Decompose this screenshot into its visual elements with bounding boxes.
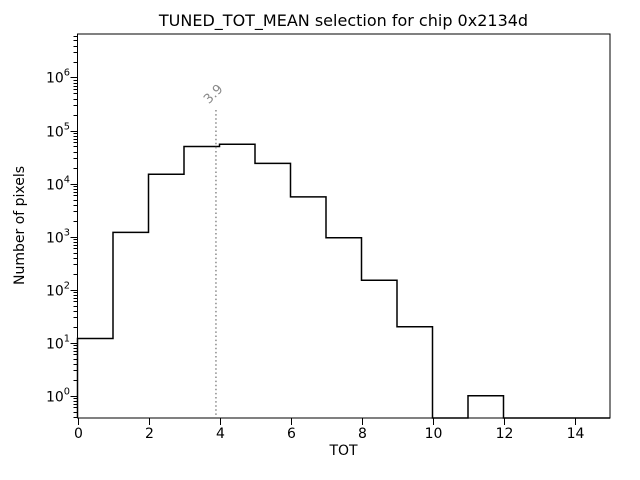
y-axis-label: Number of pixels — [12, 165, 28, 285]
y-tick-label: 102 — [46, 281, 70, 300]
y-tick-label: 100 — [46, 387, 70, 406]
x-tick-label: 12 — [496, 426, 514, 442]
histogram-line — [76, 143, 610, 419]
x-tick-label: 0 — [74, 426, 83, 442]
x-tick-label: 6 — [287, 426, 296, 442]
y-tick-label: 105 — [46, 122, 70, 141]
y-tick-label: 103 — [46, 228, 70, 247]
y-tick-label: 104 — [46, 175, 70, 194]
x-tick-label: 2 — [145, 426, 154, 442]
y-tick-label: 101 — [46, 334, 70, 353]
y-tick-label: 106 — [46, 68, 70, 87]
chart-title: TUNED_TOT_MEAN selection for chip 0x2134… — [158, 11, 529, 30]
y-axis-ticks: 100 101 102 103 104 105 106 — [46, 68, 78, 406]
x-axis-ticks: 0 2 4 6 8 10 12 14 — [74, 418, 584, 442]
x-tick-label: 8 — [358, 426, 367, 442]
axes-frame — [77, 33, 611, 419]
x-tick-label: 10 — [425, 426, 443, 442]
x-tick-label: 4 — [216, 426, 225, 442]
x-axis-label: TOT — [329, 443, 358, 459]
x-tick-label: 14 — [567, 426, 585, 442]
